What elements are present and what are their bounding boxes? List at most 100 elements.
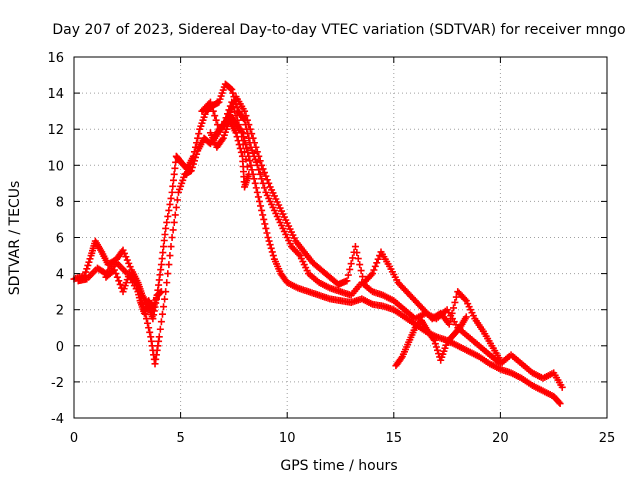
data-point-marker <box>429 335 437 343</box>
data-points <box>70 80 566 408</box>
data-point-marker <box>235 121 243 129</box>
data-point-marker <box>256 157 264 165</box>
chart-title: Day 207 of 2023, Sidereal Day-to-day VTE… <box>52 22 625 38</box>
data-point-marker <box>267 244 275 252</box>
data-point-marker <box>206 129 214 137</box>
data-point-marker <box>170 170 178 178</box>
data-point-marker <box>115 277 123 285</box>
data-point-marker <box>445 320 453 328</box>
data-point-marker <box>171 211 179 219</box>
data-point-marker <box>169 176 177 184</box>
data-point-marker <box>236 144 244 152</box>
data-point-marker <box>462 313 470 321</box>
data-point-marker <box>193 150 201 158</box>
data-point-marker <box>167 243 175 251</box>
data-point-marker <box>371 262 379 270</box>
data-point-marker <box>227 85 235 93</box>
data-point-marker <box>256 170 264 178</box>
data-point-marker <box>265 237 273 245</box>
data-point-marker <box>262 224 270 232</box>
x-axis-label: GPS time / hours <box>280 458 397 474</box>
data-point-marker <box>173 196 181 204</box>
data-point-marker <box>221 118 229 126</box>
y-tick-label: 6 <box>56 232 64 247</box>
data-point-marker <box>169 226 177 234</box>
x-tick-label: 20 <box>492 431 509 446</box>
data-point-marker <box>122 253 130 261</box>
data-point-marker <box>434 346 442 354</box>
data-point-marker <box>496 356 504 364</box>
data-point-marker <box>367 271 375 279</box>
data-point-marker <box>245 121 253 129</box>
data-point-marker <box>164 212 172 220</box>
y-tick-label: -4 <box>51 412 64 427</box>
data-point-marker <box>212 116 220 124</box>
data-point-marker <box>452 293 460 301</box>
data-point-marker <box>126 263 134 271</box>
data-point-marker <box>252 143 260 151</box>
data-point-marker <box>211 112 219 120</box>
data-point-marker <box>119 246 127 254</box>
data-point-marker <box>194 134 202 142</box>
y-tick-label: 12 <box>47 123 64 138</box>
data-point-marker <box>168 234 176 241</box>
data-point-marker <box>252 184 260 192</box>
data-point-marker <box>157 318 165 326</box>
series-track-f <box>102 266 165 317</box>
data-point-marker <box>166 200 174 208</box>
data-point-marker <box>116 280 124 288</box>
data-point-marker <box>233 116 241 124</box>
series-track-e <box>392 313 470 370</box>
data-point-marker <box>354 255 362 263</box>
data-point-marker <box>353 249 361 257</box>
data-point-marker <box>146 328 154 336</box>
data-point-marker <box>156 325 164 333</box>
data-point-marker <box>131 277 139 285</box>
data-point-marker <box>142 315 150 323</box>
data-point-marker <box>257 202 265 210</box>
data-point-marker <box>359 273 367 281</box>
x-tick-label: 5 <box>176 431 184 446</box>
data-point-marker <box>113 273 121 281</box>
data-point-marker <box>432 343 440 351</box>
data-point-marker <box>357 267 365 275</box>
data-point-marker <box>447 315 455 323</box>
data-point-marker <box>258 161 266 169</box>
data-point-marker <box>260 215 268 223</box>
data-point-marker <box>260 184 268 192</box>
data-point-marker <box>236 125 244 133</box>
data-point-marker <box>251 139 259 147</box>
data-point-marker <box>160 243 168 251</box>
data-point-marker <box>265 179 273 187</box>
data-point-marker <box>249 134 257 142</box>
data-point-marker <box>225 106 233 114</box>
data-point-marker <box>82 268 90 276</box>
data-point-marker <box>120 249 128 257</box>
data-point-marker <box>266 241 274 249</box>
data-point-marker <box>158 310 166 318</box>
data-point-marker <box>160 303 168 311</box>
data-point-marker <box>160 237 168 245</box>
data-point-marker <box>111 266 119 274</box>
data-point-marker <box>161 295 169 303</box>
data-point-marker <box>347 260 355 268</box>
data-point-marker <box>268 248 276 256</box>
data-point-marker <box>187 167 195 175</box>
data-point-marker <box>86 255 94 263</box>
data-point-marker <box>558 383 566 391</box>
data-point-marker <box>161 230 169 238</box>
data-point-marker <box>556 400 564 408</box>
data-point-marker <box>431 340 439 348</box>
data-point-marker <box>247 161 255 169</box>
data-point-marker <box>84 261 92 269</box>
data-point-marker <box>144 319 152 327</box>
data-point-marker <box>166 252 174 260</box>
data-point-marker <box>165 206 173 214</box>
data-point-marker <box>168 188 176 196</box>
data-point-marker <box>189 160 197 168</box>
data-point-marker <box>259 211 267 219</box>
data-point-marker <box>356 261 364 269</box>
y-tick-label: 8 <box>56 195 64 210</box>
data-point-marker <box>243 116 251 124</box>
data-point-marker <box>248 130 256 138</box>
